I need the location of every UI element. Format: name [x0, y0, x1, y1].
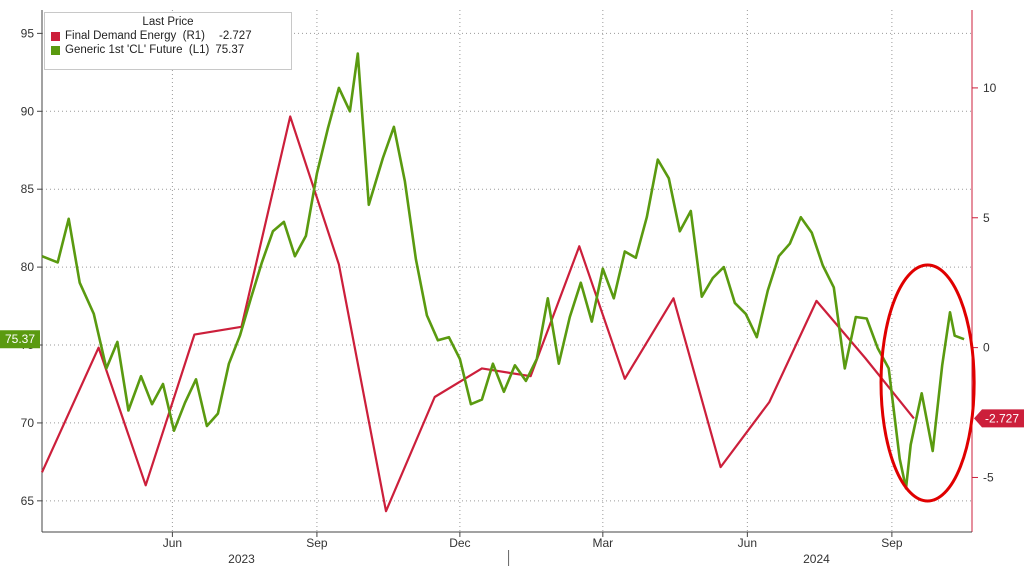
legend: Last Price Final Demand Energy (R1) -2.7… [44, 12, 292, 70]
left-axis-tick-label: 70 [21, 416, 35, 430]
left-axis-tick-label: 90 [21, 104, 35, 118]
axes: 65707580859095-50510JunSepDecMarJunSep20… [21, 10, 997, 566]
right-axis-tick-label: -5 [983, 470, 994, 484]
legend-value-energy: -2.727 [218, 30, 252, 42]
legend-entry-crude: Generic 1st 'CL' Future (L1) 75.37 [51, 44, 291, 56]
left-axis-tick-label: 85 [21, 182, 35, 196]
legend-label-energy: Final Demand Energy (R1) [65, 30, 205, 42]
crude-oil-line [41, 52, 965, 490]
right-axis-tick-label: 5 [983, 211, 990, 225]
left-axis-tick-label: 80 [21, 260, 35, 274]
left-value-tag: 75.37 [5, 332, 35, 346]
legend-value-crude: 75.37 [215, 44, 245, 56]
x-axis-tick-label: Jun [163, 536, 182, 550]
x-axis-tick-label: Jun [738, 536, 757, 550]
x-axis-tick-label: Dec [449, 536, 470, 550]
last-value-tags: 75.37 -2.727 [0, 330, 1024, 428]
x-axis-tick-label: Sep [881, 536, 903, 550]
left-axis-tick-label: 65 [21, 494, 35, 508]
final-demand-energy-line [40, 115, 915, 513]
legend-title: Last Price [142, 16, 194, 28]
x-axis-year-label: 2024 [803, 552, 830, 566]
highlight-ellipse [879, 263, 976, 503]
right-axis-tick-label: 0 [983, 341, 990, 355]
right-axis-tick-label: 10 [983, 81, 997, 95]
x-axis-year-label: 2023 [228, 552, 255, 566]
series-lines [40, 52, 965, 513]
legend-swatch-crude [51, 45, 60, 55]
x-axis-tick-label: Sep [306, 536, 328, 550]
legend-swatch-energy [51, 31, 60, 41]
x-axis-tick-label: Mar [592, 536, 613, 550]
left-axis-tick-label: 95 [21, 26, 35, 40]
left-value-tag-bg [0, 330, 40, 349]
gridlines [42, 10, 972, 532]
right-value-tag-bg [974, 409, 1024, 428]
annotation-layer [879, 263, 976, 503]
legend-label-crude: Generic 1st 'CL' Future (L1) [65, 44, 210, 56]
right-value-tag: -2.727 [985, 411, 1019, 425]
legend-entry-energy: Final Demand Energy (R1) -2.727 [51, 30, 291, 42]
